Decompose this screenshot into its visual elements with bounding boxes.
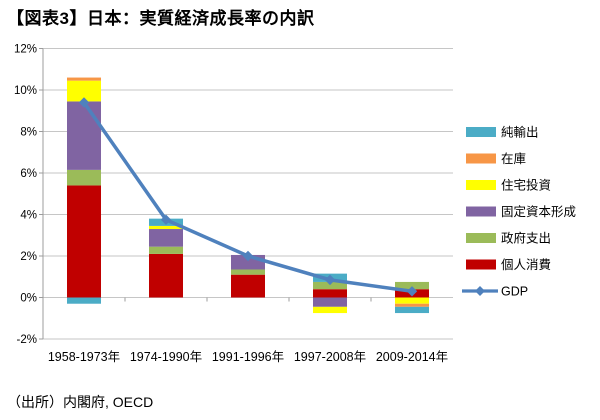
gdp-marker-diamond xyxy=(160,214,172,225)
bar-segment-personal-consumption xyxy=(67,185,101,298)
bar-segment-personal-consumption xyxy=(313,289,347,298)
bar-segment-housing-investment xyxy=(395,297,429,304)
bar-segment-inventory xyxy=(67,77,101,81)
x-axis-label: 1991-1996年 xyxy=(212,350,284,364)
legend-label: GDP xyxy=(501,285,528,299)
bar-segment-net-exports xyxy=(67,297,101,304)
legend-item-personal-consumption: 個人消費 xyxy=(466,257,551,272)
bar-segment-government-spending xyxy=(67,169,101,186)
source-note: （出所）内閣府, OECD xyxy=(7,394,154,410)
x-axis-label: 1974-1990年 xyxy=(130,350,202,364)
bar-segment-government-spending xyxy=(313,281,347,290)
legend-swatch-fixed-capital-formation xyxy=(466,206,496,217)
y-axis-label: 4% xyxy=(20,210,37,222)
legend-label: 固定資本形成 xyxy=(501,204,576,219)
legend-label: 個人消費 xyxy=(501,257,551,272)
bar-segment-housing-investment xyxy=(149,225,183,230)
legend-item-gdp: GDP xyxy=(462,285,528,299)
chart-canvas: 12% 10% 8% 6% 4% 2% 0% -2% 1958-1973年 1974-1990年 1… xyxy=(14,44,576,365)
legend-item-net-exports: 純輸出 xyxy=(466,125,539,140)
legend-label: 純輸出 xyxy=(501,125,539,140)
y-axis-label: 8% xyxy=(20,127,37,139)
x-axis-label: 1958-1973年 xyxy=(48,350,120,364)
legend-item-fixed-capital-formation: 固定資本形成 xyxy=(466,204,576,219)
gdp-marker-diamond xyxy=(242,250,254,262)
bar-segment-fixed-capital-formation xyxy=(313,297,347,307)
gdp-marker-diamond xyxy=(78,97,90,108)
legend-label: 政府支出 xyxy=(501,231,551,246)
bar-segment-personal-consumption xyxy=(149,253,183,298)
x-axis-label: 1997-2008年 xyxy=(294,350,366,364)
bar-segment-net-exports xyxy=(395,306,429,314)
y-axis-label: 6% xyxy=(20,168,37,180)
legend-swatch-housing-investment xyxy=(466,180,496,190)
legend-item-government-spending: 政府支出 xyxy=(466,231,551,246)
gdp-marker-diamond xyxy=(406,286,418,297)
gdp-marker-diamond xyxy=(324,274,336,286)
x-axis-label: 2009-2014年 xyxy=(376,350,448,364)
legend-item-housing-investment: 住宅投資 xyxy=(466,178,551,193)
bar-segment-fixed-capital-formation xyxy=(67,101,101,170)
y-axis-label: 0% xyxy=(20,293,37,305)
y-axis-label: 10% xyxy=(14,85,37,97)
legend-swatch-inventory xyxy=(466,153,496,164)
legend-swatch-personal-consumption xyxy=(466,259,496,270)
y-axis-label: 2% xyxy=(20,251,37,263)
bar-segment-personal-consumption xyxy=(231,274,265,298)
legend-swatch-government-spending xyxy=(466,233,496,243)
bar-segment-government-spending xyxy=(231,269,265,275)
bar-segment-fixed-capital-formation xyxy=(149,229,183,247)
legend-marker-gdp-diamond xyxy=(475,286,485,296)
legend-item-inventory: 在庫 xyxy=(466,152,526,166)
y-axis-label: -2% xyxy=(17,334,37,346)
bar-segment-government-spending xyxy=(149,246,183,254)
y-axis-label: 12% xyxy=(14,44,37,56)
bar-segment-housing-investment xyxy=(67,80,101,102)
chart-title: 【図表3】日本：実質経済成長率の内訳 xyxy=(7,9,315,28)
bar-segment-inventory xyxy=(395,303,429,307)
legend-label: 在庫 xyxy=(501,152,526,166)
bar-segment-housing-investment xyxy=(313,306,347,314)
legend-label: 住宅投資 xyxy=(501,178,551,193)
bar-segment-government-spending xyxy=(395,281,429,290)
legend-swatch-net-exports xyxy=(466,127,496,137)
